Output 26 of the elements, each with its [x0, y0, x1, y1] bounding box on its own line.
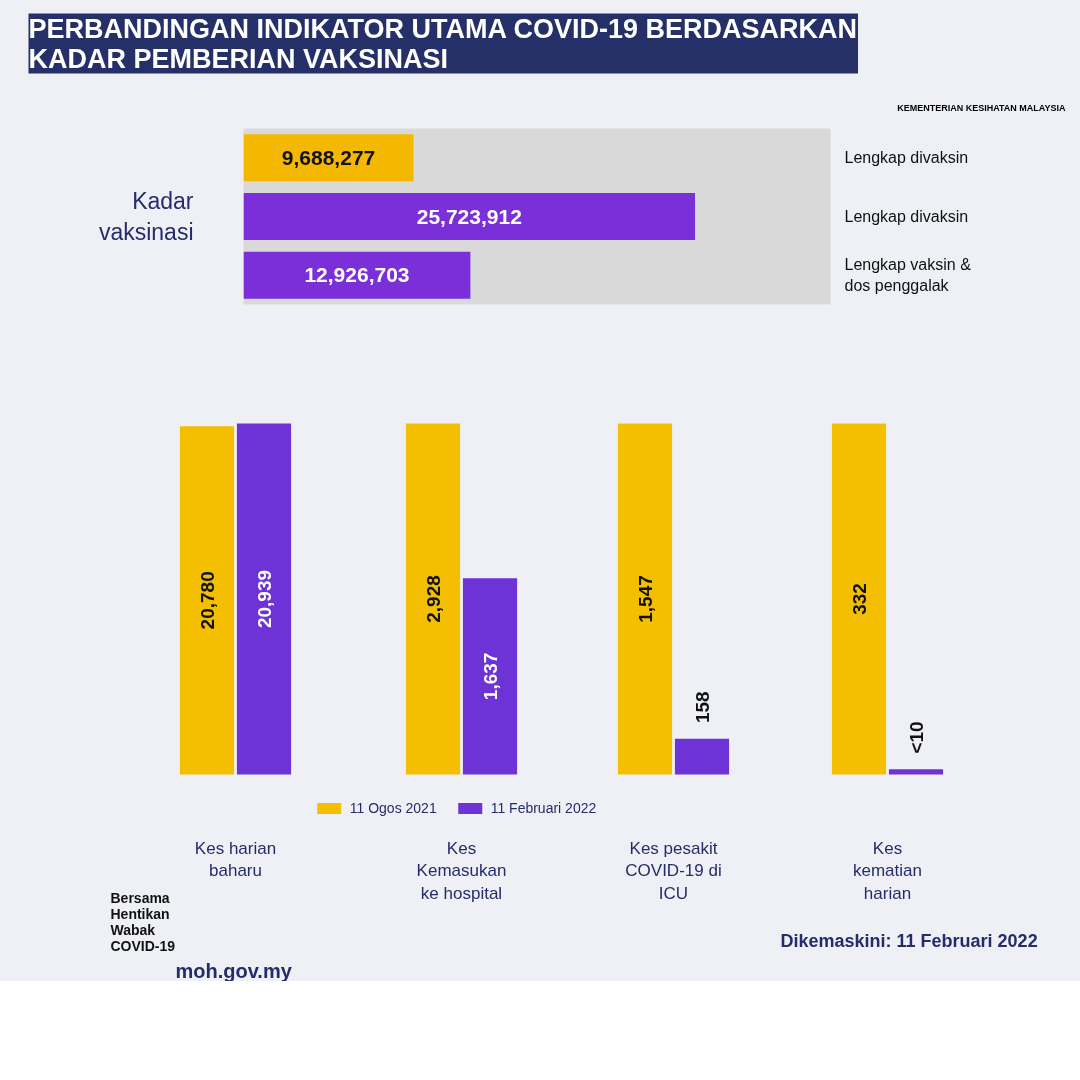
data-label: 25,723,912	[416, 204, 522, 228]
legend-label: 11 Ogos 2021	[349, 800, 437, 816]
data-label: <10	[905, 721, 927, 754]
y-tick-label: Lengkap vaksin & dos penggalak	[844, 256, 972, 294]
data-label: 2,928	[422, 575, 444, 623]
data-label: 12,926,703	[304, 263, 410, 287]
x-tick-label: Kes harian baharu	[194, 838, 277, 881]
text: KEMENTERIAN KESIHATAN MALAYSIA	[897, 102, 1066, 113]
y-tick-label: Lengkap divaksin	[844, 208, 969, 225]
data-label: 1,637	[479, 652, 501, 701]
text: Dikemaskini: 11 Februari 2022	[780, 931, 1038, 951]
text: moh.gov.my	[175, 959, 293, 982]
x-tick-label: Kes Kemasukan ke hospital	[416, 838, 507, 904]
x-tick-label: Kes pesakit COVID-19 di ICU	[625, 838, 722, 904]
data-label: 20,939	[253, 569, 275, 629]
y-axis-title: Kadar vaksinasi	[98, 187, 194, 246]
data-label: 158	[691, 691, 713, 724]
chart-title: PERBANDINGAN INDIKATOR UTAMA COVID-19 BERDASARKAN KADAR PEMBERIAN VAKSINASI	[28, 13, 858, 74]
x-tick-label: Kes kematian harian	[853, 838, 922, 904]
data-label: 20,780	[196, 571, 218, 630]
data-label: 9,688,277	[281, 145, 376, 169]
y-tick-label: Lengkap divaksin	[844, 149, 969, 167]
data-label: 1,547	[634, 575, 656, 623]
data-label: 332	[848, 583, 870, 615]
legend-label: 11 Februari 2022	[490, 800, 597, 816]
text: Bersama Hentikan Wabak COVID-19	[110, 889, 176, 954]
